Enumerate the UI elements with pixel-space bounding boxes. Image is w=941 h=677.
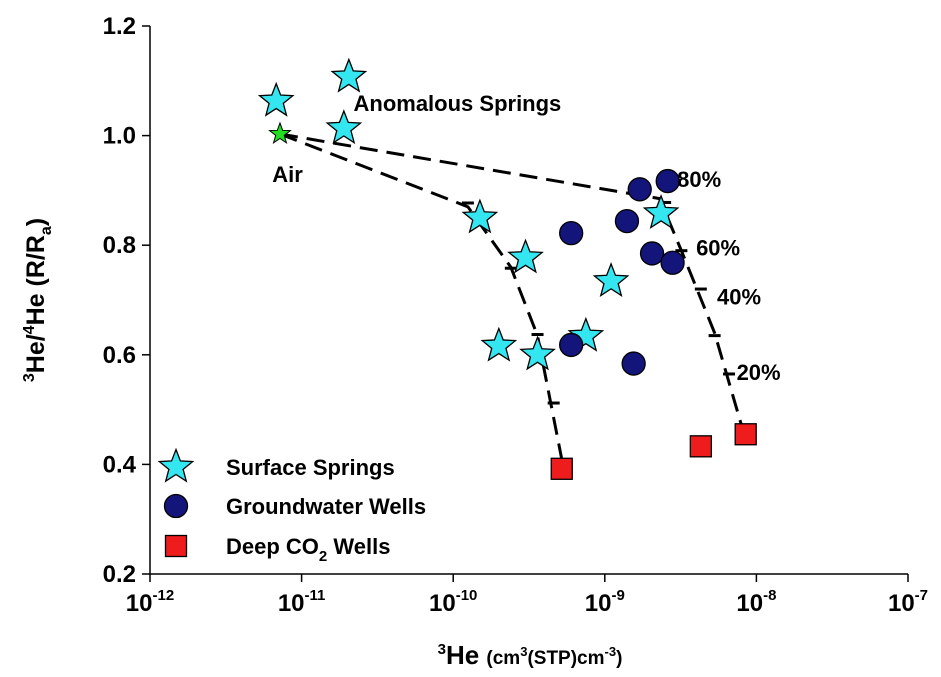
star-point (519, 335, 556, 371)
annotation-label: 80% (677, 167, 721, 192)
y-tick-label: 0.2 (103, 561, 136, 588)
legend: Surface Springs Groundwater Wells Deep CO2… (157, 447, 426, 565)
data-points (257, 57, 757, 480)
circle-point (639, 241, 665, 266)
square-point (689, 435, 712, 458)
circle-point (660, 250, 685, 275)
legend-circle-icon (163, 493, 189, 519)
star-point (642, 194, 680, 230)
star-point (480, 326, 518, 362)
air-point (268, 121, 292, 145)
annotation-label: 40% (717, 284, 761, 309)
star-point (507, 238, 544, 274)
circle-point (621, 351, 646, 376)
y-tick-label: 1.2 (103, 13, 136, 40)
x-tick-label: 10-9 (585, 587, 625, 617)
annotation-label: Air (272, 162, 303, 187)
legend-square-icon (164, 534, 188, 558)
square-point (550, 457, 573, 480)
mixing-line (279, 132, 564, 460)
annotation-label: 60% (696, 236, 740, 261)
y-tick-label: 0.8 (103, 232, 136, 259)
y-axis-title: 3He/4He (R/Ra) (21, 218, 55, 382)
circle-point (614, 208, 640, 234)
circle-point (627, 177, 652, 202)
star-point (330, 57, 368, 93)
axes: 0.2 0.4 0.6 0.8 1.0 1.2 10-12 10-11 10-10 10-9 10-… (21, 13, 928, 670)
star-point (567, 316, 605, 352)
legend-label: Deep CO2 Wells (226, 534, 390, 565)
x-tick-label: 10-12 (126, 587, 174, 617)
legend-star-icon (157, 447, 195, 483)
star-point (325, 109, 363, 145)
y-tick-label: 0.4 (103, 451, 137, 478)
x-tick-label: 10-8 (736, 587, 776, 617)
annotation-label: 20% (737, 360, 781, 385)
mixing-lines (279, 132, 746, 460)
circle-point (559, 332, 584, 358)
circle-point (655, 168, 680, 194)
x-tick-label: 10-10 (429, 587, 477, 617)
circle-point (559, 220, 584, 246)
legend-label: Surface Springs (226, 455, 395, 480)
star-point (461, 198, 499, 234)
annotations: Anomalous Springs Air 80% 60% 40% 20% (272, 91, 780, 385)
y-tick-label: 1.0 (103, 123, 136, 150)
legend-label: Groundwater Wells (226, 494, 426, 519)
y-tick-label: 0.6 (103, 342, 136, 369)
annotation-label: Anomalous Springs (354, 91, 562, 116)
x-tick-label: 10-7 (888, 587, 928, 617)
star-point (257, 81, 295, 117)
star-point (592, 262, 630, 297)
x-axis-title: 3He (cm3(STP)cm-3) (438, 640, 623, 670)
x-tick-label: 10-11 (278, 587, 326, 617)
square-point (734, 423, 757, 446)
